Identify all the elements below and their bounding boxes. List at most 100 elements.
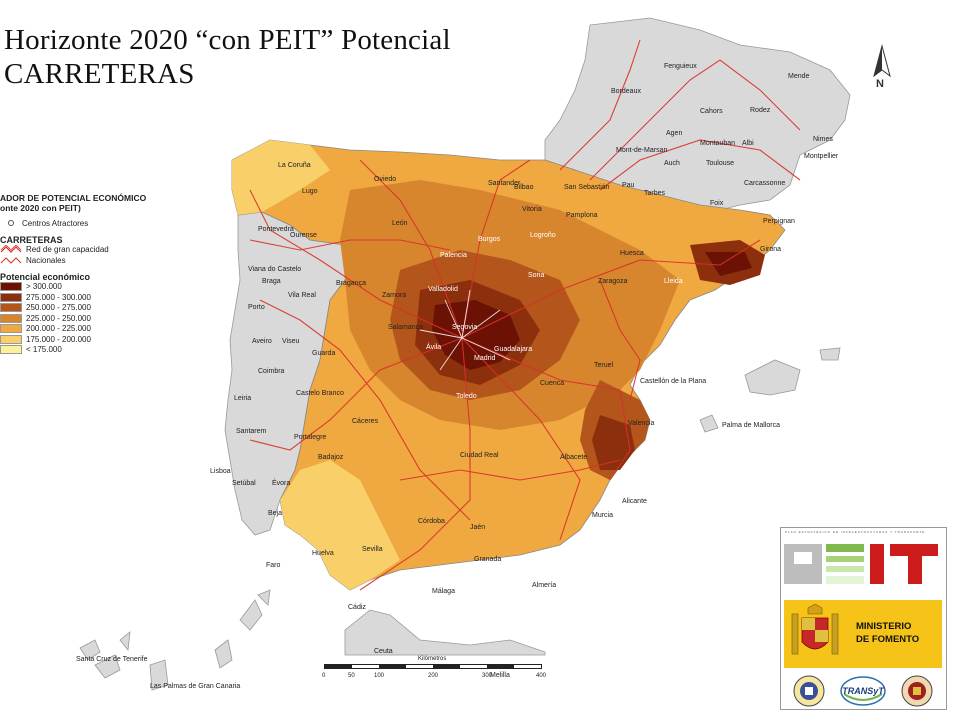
- city-label: Portalegre: [294, 434, 327, 441]
- legend-centros: Centros Atractores: [0, 218, 190, 229]
- city-label: Guadalajara: [494, 346, 533, 353]
- road-network: [249, 39, 801, 591]
- legend-class-swatch: [0, 345, 22, 355]
- city-label: Alicante: [622, 498, 647, 505]
- scale-tick: 50: [348, 673, 355, 679]
- city-label: Sevilla: [362, 546, 383, 553]
- city-label: Salamanca: [388, 324, 424, 331]
- legend-class-row: 175.000 - 200.000: [0, 334, 190, 345]
- city-label: Palencia: [440, 252, 467, 259]
- legend-nacionales-label: Nacionales: [26, 255, 66, 265]
- city-label: Oviedo: [374, 176, 397, 183]
- city-label: Bordeaux: [611, 88, 641, 95]
- city-label: Ourense: [290, 232, 317, 239]
- legend-nacionales: Nacionales: [0, 255, 190, 266]
- city-label: Zamora: [382, 292, 407, 299]
- city-label: Tarbes: [644, 190, 666, 197]
- ministry-line2: DE FOMENTO: [856, 634, 920, 645]
- canary-islands: [79, 589, 271, 691]
- city-label: León: [392, 220, 408, 227]
- city-label: Montpellier: [804, 153, 839, 160]
- city-label: Teruel: [594, 362, 614, 369]
- city-label: Badajoz: [318, 454, 344, 461]
- city-label: Pamplona: [566, 212, 598, 219]
- city-label: Foix: [710, 200, 724, 207]
- city-label: Évora: [272, 480, 291, 487]
- legend-header-2: onte 2020 con PEIT): [0, 203, 81, 213]
- double-road-icon: [0, 245, 22, 254]
- legend-class-label: > 300.000: [26, 282, 62, 292]
- city-label: Carcassonne: [744, 180, 786, 187]
- centros-dot-icon: [8, 220, 14, 227]
- north-label: N: [876, 78, 884, 90]
- legend-class-label: 175.000 - 200.000: [26, 334, 91, 344]
- city-label: Castellón de la Plana: [640, 378, 707, 385]
- city-label: Coimbra: [258, 368, 285, 375]
- city-label: Nimes: [813, 136, 833, 143]
- city-label: Lugo: [302, 188, 318, 195]
- ministry-line1: MINISTERIO: [856, 621, 912, 632]
- city-label: La Coruña: [278, 162, 311, 169]
- city-label: Logroño: [530, 232, 556, 239]
- city-label: Girona: [760, 246, 782, 253]
- city-label: Santander: [488, 180, 521, 187]
- city-label: Pau: [622, 182, 635, 189]
- city-label: Murcia: [592, 512, 614, 519]
- city-label: Bragança: [336, 280, 366, 287]
- city-label: Ávila: [426, 344, 442, 351]
- legend-class-label: 200.000 - 225.000: [26, 324, 91, 334]
- city-label: Bilbao: [514, 184, 534, 191]
- city-label: Palma de Mallorca: [722, 422, 780, 429]
- city-label: Cádiz: [348, 604, 366, 611]
- institution-seals: TRANSyT: [784, 674, 942, 708]
- city-label: Cahors: [700, 108, 723, 115]
- north-indicator: N: [866, 44, 898, 94]
- france-region: [544, 17, 851, 211]
- city-label: Lleida: [664, 278, 683, 285]
- ministry-block: MINISTERIO DE FOMENTO: [784, 600, 942, 668]
- city-label: Porto: [248, 304, 265, 311]
- city-label: Rodez: [750, 107, 771, 114]
- city-label: Valencia: [628, 420, 655, 427]
- legend-class-label: 225.000 - 250.000: [26, 313, 91, 323]
- university-seal-right-icon: [901, 675, 933, 707]
- map-legend: ADOR DE POTENCIAL ECONÓMICO onte 2020 co…: [0, 193, 190, 355]
- city-label: Cáceres: [352, 418, 379, 425]
- scale-tick: 400: [536, 673, 547, 679]
- city-label: Soria: [528, 272, 545, 279]
- legend-class-row: 275.000 - 300.000: [0, 292, 190, 303]
- north-africa-strip: [344, 609, 546, 656]
- scale-tick: 100: [374, 673, 385, 679]
- city-label: Vitoria: [522, 206, 542, 213]
- legend-red-gran-capacidad: Red de gran capacidad: [0, 245, 190, 256]
- road-icon: [0, 257, 22, 264]
- north-arrow: [873, 44, 891, 78]
- city-label: Setúbal: [232, 480, 256, 487]
- map-title-line2: CARRETERAS: [4, 58, 195, 90]
- city-label: Santa Cruz de Tenerife: [76, 656, 148, 663]
- city-label: Ciudad Real: [460, 452, 499, 459]
- city-label: Braga: [262, 278, 281, 285]
- legend-class-label: < 175.000: [26, 345, 62, 355]
- legend-class-swatch: [0, 282, 22, 292]
- coat-of-arms-icon: [791, 604, 839, 655]
- map-title-line1: Horizonte 2020 “con PEIT” Potencial: [4, 24, 451, 56]
- legend-class-row: 200.000 - 225.000: [0, 324, 190, 335]
- scale-bar-graphic: [324, 664, 542, 669]
- legend-class-label: 250.000 - 275.000: [26, 303, 91, 313]
- legend-class-row: > 300.000: [0, 282, 190, 293]
- city-label: Huesca: [620, 250, 644, 257]
- legend-header-1: ADOR DE POTENCIAL ECONÓMICO: [0, 193, 147, 203]
- peit-logo-block: PLAN ESTRATÉGICO DE INFRAESTRUCTURAS Y T…: [780, 527, 947, 710]
- city-label: Granada: [474, 556, 502, 563]
- balearic-islands: [699, 347, 841, 433]
- scale-bar: Kilómetros 0 50 100 200 300 400: [318, 656, 548, 686]
- city-label: Perpignan: [763, 218, 795, 225]
- city-label: Barcelona: [736, 288, 768, 295]
- peit-strip-text: PLAN ESTRATÉGICO DE INFRAESTRUCTURAS Y T…: [785, 530, 926, 534]
- city-label: Toulouse: [706, 160, 735, 167]
- scale-tick: 300: [482, 673, 493, 679]
- city-label: Segovia: [452, 324, 478, 331]
- city-label: Ceuta: [374, 648, 393, 655]
